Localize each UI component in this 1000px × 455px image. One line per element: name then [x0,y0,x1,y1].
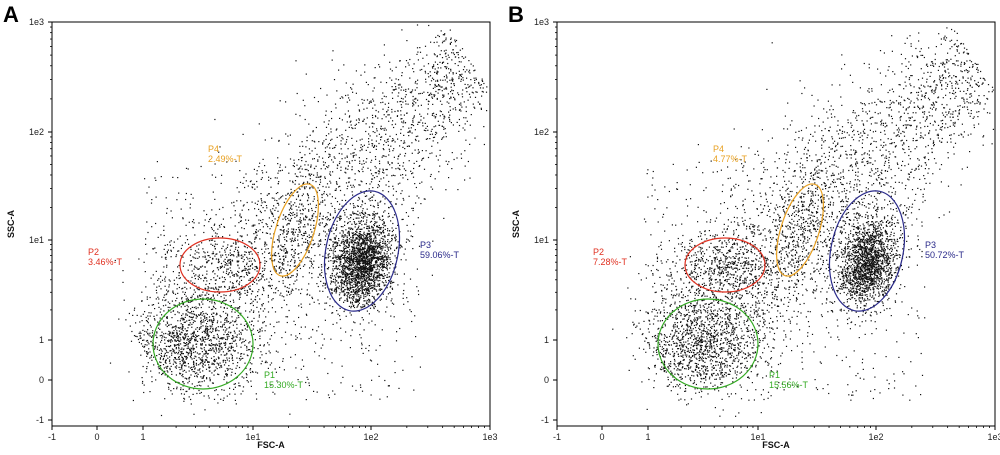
gate-p2 [179,237,261,293]
x-axis-title: FSC-A [257,440,285,450]
y-tick-label: -1 [36,415,44,425]
y-axis-title: SSC-A [511,210,521,239]
y-tick-label: 1e1 [29,235,44,245]
y-tick-label: 1 [544,335,549,345]
gate-p2-name: P2 [88,247,99,257]
panel-a: A P1 15.30%-T P2 3.46%-T P3 59.06%-T P4 2.49%-T… [3,2,498,450]
gate-p4-name: P4 [713,144,724,154]
ticks-layer: -1 0 1 1e1 1e2 1e3 -1 0 1 1e1 1e2 1e3 [534,17,1000,442]
gate-p1 [657,298,759,390]
gate-p3 [323,190,401,312]
plot-frame [51,21,491,427]
y-tick-label: 1 [39,335,44,345]
y-tick-label: 1e3 [534,17,549,27]
gate-p3 [828,190,906,312]
gate-p4-percent: 4.77%-T [713,154,748,164]
y-tick-label: 1e1 [534,235,549,245]
gate-p4 [776,183,824,277]
x-tick-label: -1 [553,432,561,442]
gate-p1-name: P1 [769,370,780,380]
x-tick-label: 1e1 [245,432,260,442]
panel-label: A [3,2,19,27]
ticks-layer: -1 0 1 1e1 1e2 1e3 -1 0 1 1e1 1e2 1e3 [29,17,498,442]
gate-p3-percent: 59.06%-T [420,250,460,260]
x-tick-label: 0 [94,432,99,442]
x-axis-title: FSC-A [762,440,790,450]
x-tick-label: 1 [645,432,650,442]
gate-p3-percent: 50.72%-T [925,250,965,260]
gate-p2-name: P2 [593,247,604,257]
gate-p1-percent: 15.56%-T [769,380,809,390]
gate-p3-name: P3 [420,240,431,250]
dots-layer [109,24,488,417]
gate-p4 [271,183,319,277]
x-tick-label: 1 [140,432,145,442]
gate-p1-percent: 15.30%-T [264,380,304,390]
x-tick-label: 1e2 [363,432,378,442]
x-tick-label: 1e2 [868,432,883,442]
y-axis-title: SSC-A [6,210,16,239]
x-tick-label: 1e3 [987,432,1000,442]
x-tick-label: 1e3 [482,432,497,442]
gate-p4-name: P4 [208,144,219,154]
gate-p1 [152,298,254,390]
y-tick-label: 1e2 [29,127,44,137]
gate-p2 [684,237,766,293]
y-tick-label: -1 [541,415,549,425]
panel-label: B [508,2,524,27]
gate-p1-name: P1 [264,370,275,380]
x-tick-label: 1e1 [750,432,765,442]
plot-frame [556,21,996,427]
panel-b: B P1 15.56%-T P2 7.28%-T P3 50.72%-T P4 4.77%-T… [505,0,1000,455]
gate-p4-percent: 2.49%-T [208,154,243,164]
x-tick-label: -1 [48,432,56,442]
y-tick-label: 1e2 [534,127,549,137]
y-tick-label: 0 [544,375,549,385]
gate-p3-name: P3 [925,240,936,250]
x-tick-label: 0 [599,432,604,442]
y-tick-label: 0 [39,375,44,385]
y-tick-label: 1e3 [29,17,44,27]
gate-p2-percent: 3.46%-T [88,257,123,267]
gate-p2-percent: 7.28%-T [593,257,628,267]
